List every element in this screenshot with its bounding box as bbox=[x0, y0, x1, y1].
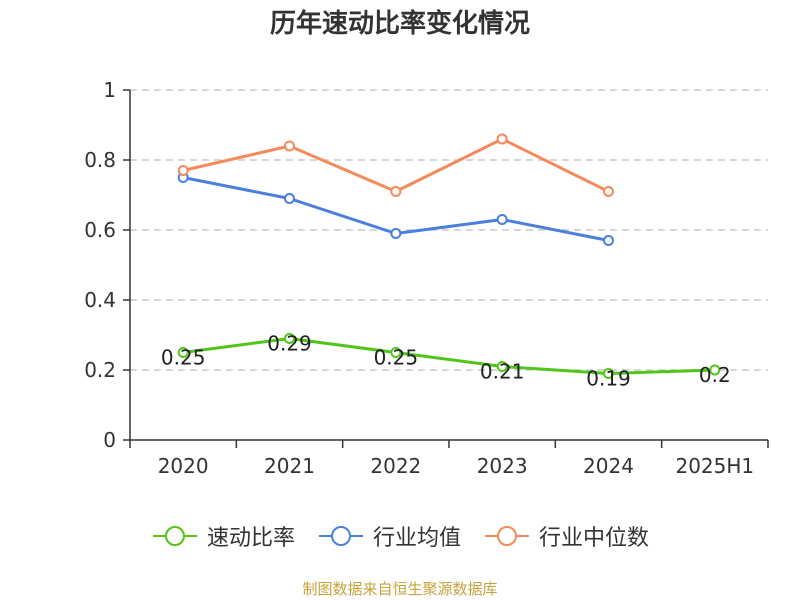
data-label: 0.19 bbox=[586, 367, 631, 391]
data-point bbox=[603, 368, 614, 379]
data-point bbox=[603, 235, 614, 246]
data-point bbox=[177, 165, 189, 176]
data-point bbox=[284, 333, 295, 344]
x-tick-label: 2024 bbox=[583, 454, 634, 478]
y-tick-label: 0 bbox=[103, 428, 116, 452]
series-line bbox=[182, 337, 715, 375]
data-label: 0.2 bbox=[699, 363, 731, 387]
data-label: 0.25 bbox=[161, 346, 206, 370]
data-point bbox=[496, 133, 508, 145]
legend-item[interactable]: 行业均值 bbox=[317, 520, 461, 552]
data-label: 0.29 bbox=[267, 332, 312, 356]
data-label: 0.21 bbox=[480, 360, 525, 384]
legend-item[interactable]: 行业中位数 bbox=[483, 520, 649, 552]
legend-item[interactable]: 速动比率 bbox=[151, 520, 295, 552]
data-point bbox=[390, 186, 402, 197]
legend-swatch-icon bbox=[318, 526, 363, 546]
label-layer: 0.25 0.29 0.25 0.21 0.19 0.2 bbox=[161, 332, 731, 391]
data-point bbox=[709, 364, 721, 376]
data-point bbox=[284, 140, 295, 152]
x-tick-label: 2023 bbox=[477, 454, 528, 478]
y-tick-label: 0.8 bbox=[84, 148, 116, 172]
source-note: 制图数据来自恒生聚源数据库 bbox=[302, 580, 498, 598]
data-point bbox=[496, 361, 508, 372]
axis-layer: 0 0.2 0.4 0.6 0.8 1 2020 2021 2022 2023 2024 2025H1 bbox=[84, 78, 769, 478]
legend-swatch-icon bbox=[485, 526, 529, 546]
data-point bbox=[496, 214, 508, 225]
x-tick-label: 2025H1 bbox=[675, 454, 754, 478]
data-label: 0.25 bbox=[374, 346, 419, 370]
legend-label: 行业均值 bbox=[372, 526, 461, 551]
legend: 速动比率 行业均值 行业中位数 bbox=[0, 520, 800, 552]
data-point bbox=[177, 347, 189, 358]
y-tick-label: 0.6 bbox=[84, 218, 116, 242]
y-tick-label: 0.4 bbox=[84, 288, 116, 312]
data-point bbox=[390, 347, 402, 358]
x-tick-label: 2022 bbox=[370, 454, 421, 478]
x-tick-label: 2021 bbox=[264, 454, 315, 478]
data-point bbox=[390, 228, 402, 239]
legend-swatch-icon bbox=[152, 526, 197, 546]
grid-layer bbox=[130, 89, 768, 371]
y-tick-label: 1 bbox=[103, 78, 116, 102]
legend-label: 速动比率 bbox=[206, 526, 295, 551]
series-layer bbox=[177, 133, 721, 379]
chart-title: 历年速动比率变化情况 bbox=[269, 9, 530, 39]
series-line bbox=[182, 137, 610, 193]
legend-label: 行业中位数 bbox=[539, 526, 650, 551]
data-point bbox=[603, 186, 614, 197]
x-tick-label: 2020 bbox=[158, 454, 209, 478]
y-tick-label: 0.2 bbox=[84, 358, 116, 382]
data-point bbox=[284, 193, 295, 204]
